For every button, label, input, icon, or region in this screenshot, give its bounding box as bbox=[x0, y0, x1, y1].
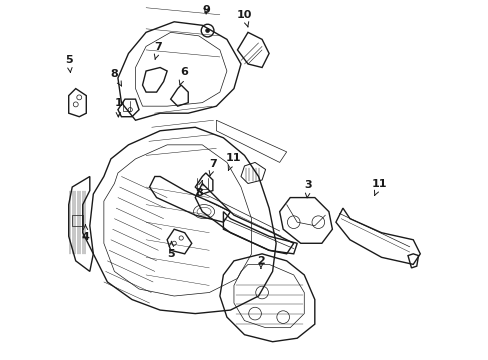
Text: 5: 5 bbox=[65, 55, 73, 72]
Text: 11: 11 bbox=[371, 179, 387, 195]
Text: 6: 6 bbox=[179, 67, 188, 85]
Text: 11: 11 bbox=[225, 153, 241, 170]
Text: 8: 8 bbox=[195, 181, 203, 198]
Text: 8: 8 bbox=[111, 69, 122, 86]
Text: 2: 2 bbox=[257, 256, 264, 269]
Text: 9: 9 bbox=[202, 5, 210, 15]
Text: 10: 10 bbox=[236, 10, 252, 27]
Text: 4: 4 bbox=[81, 225, 89, 242]
Text: 1: 1 bbox=[114, 98, 122, 117]
Text: 7: 7 bbox=[209, 159, 217, 176]
Text: 5: 5 bbox=[167, 242, 175, 258]
Circle shape bbox=[205, 29, 209, 32]
Text: 3: 3 bbox=[304, 180, 312, 198]
Text: 7: 7 bbox=[154, 42, 162, 59]
